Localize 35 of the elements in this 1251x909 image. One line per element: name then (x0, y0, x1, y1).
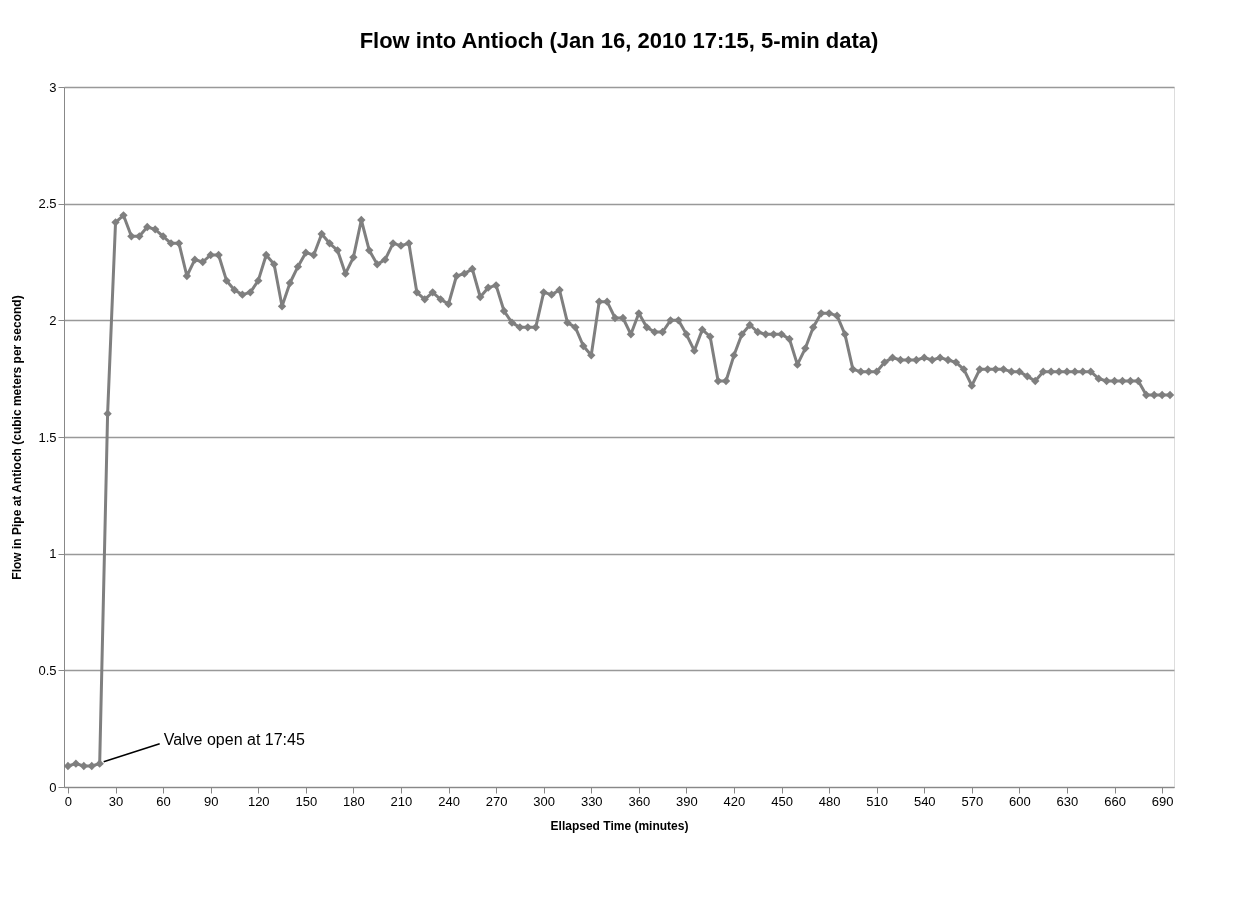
y-tick-label: 3 (49, 79, 57, 95)
x-tick-label: 60 (156, 793, 171, 809)
x-tick-label: 360 (628, 793, 651, 809)
x-tick-label: 390 (676, 793, 698, 809)
x-tick-label: 210 (390, 793, 413, 809)
y-axis-title: Flow in Pipe at Antioch (cubic meters per second) (10, 295, 25, 580)
annotation: Valve open at 17:45 (163, 730, 305, 748)
x-tick-label: 90 (203, 793, 219, 809)
x-tick-label: 0 (64, 793, 73, 809)
y-tick-label: 0.5 (38, 662, 57, 678)
x-tick-label: 30 (108, 793, 124, 809)
x-tick-label: 630 (1056, 793, 1079, 809)
x-tick-label: 150 (295, 793, 318, 809)
y-tick-label: 0 (49, 779, 57, 795)
x-tick-label: 330 (580, 793, 603, 809)
x-tick-label: 690 (1151, 793, 1174, 809)
x-tick-label: 120 (247, 793, 270, 809)
x-axis-title: Ellapsed Time (minutes) (550, 818, 689, 833)
y-tick-label: 2 (49, 312, 57, 328)
x-tick-label: 240 (438, 793, 460, 809)
x-tick-label: 570 (961, 793, 984, 809)
x-tick-label: 660 (1104, 793, 1126, 809)
x-tick-label: 600 (1009, 793, 1031, 809)
y-tick-label: 2.5 (38, 196, 57, 212)
x-tick-label: 540 (913, 793, 936, 809)
x-tick-label: 180 (343, 793, 365, 809)
y-tick-label: 1.5 (38, 429, 57, 445)
x-tick-label: 510 (866, 793, 889, 809)
chart-title: Flow into Antioch (Jan 16, 2010 17:15, 5-min data) (359, 28, 879, 53)
x-tick-label: 420 (723, 793, 746, 809)
x-tick-label: 270 (485, 793, 508, 809)
x-tick-label: 450 (771, 793, 793, 809)
x-tick-label: 300 (533, 793, 556, 809)
x-tick-label: 480 (818, 793, 841, 809)
y-tick-label: 1 (49, 546, 57, 562)
